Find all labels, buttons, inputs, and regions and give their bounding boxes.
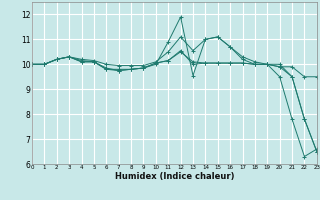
X-axis label: Humidex (Indice chaleur): Humidex (Indice chaleur) [115, 172, 234, 181]
